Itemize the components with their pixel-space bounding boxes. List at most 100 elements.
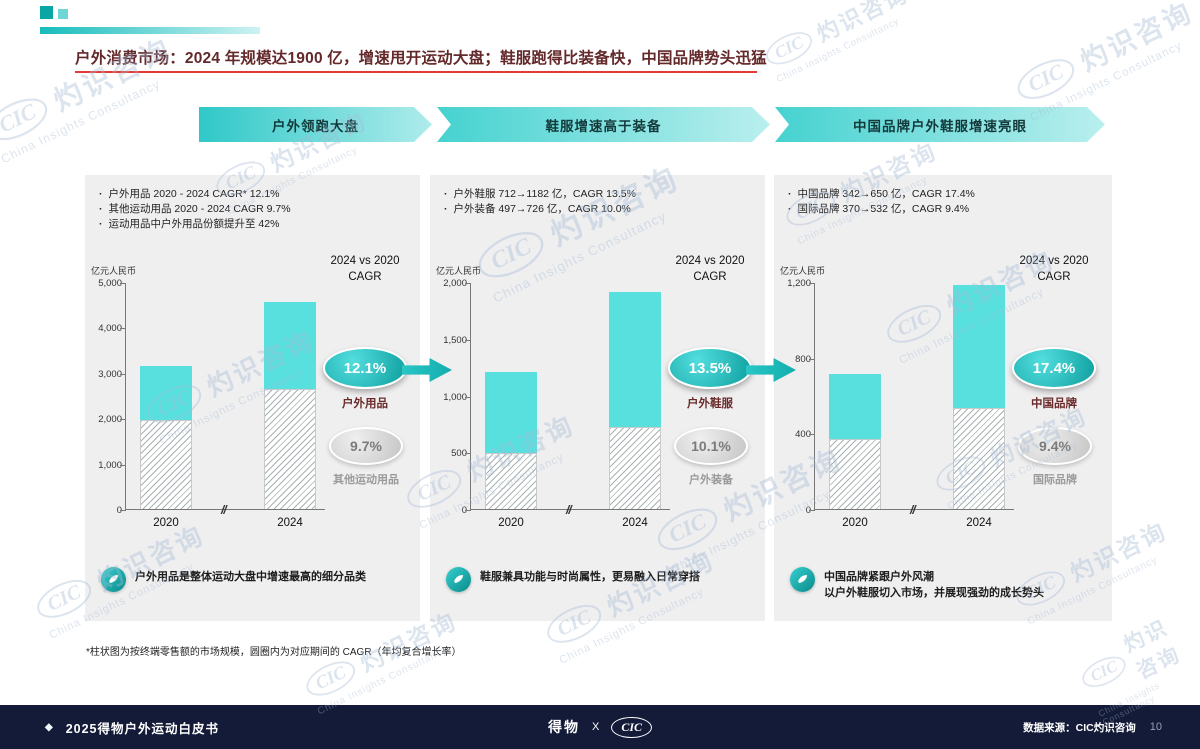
y-axis-tick-label: 2,000 <box>98 414 122 426</box>
y-axis-tick-label: 800 <box>795 353 811 365</box>
panel-note: 中国品牌紧跟户外风潮 以户外鞋服切入市场，并展现强劲的成长势头 <box>790 567 1104 602</box>
bullet-marker: · <box>788 188 792 200</box>
section-banner-3: 中国品牌户外鞋服增速亮眼 <box>775 107 1105 142</box>
note-text: 户外用品是整体运动大盘中增速最高的细分品类 <box>135 571 366 583</box>
brand-separator: X <box>591 721 600 733</box>
diamond-icon: ◆ <box>45 721 54 733</box>
footer-title: ◆ 2025得物户外运动白皮书 <box>45 718 219 737</box>
bar-segment-其他运动用品 <box>264 388 316 509</box>
stacked-bar-2020 <box>485 371 537 509</box>
y-axis-tick-mark <box>465 510 471 511</box>
bullet-text: 户外装备 497→726 亿，CAGR 10.0% <box>453 203 631 215</box>
bullet-item: · 户外用品 2020 - 2024 CAGR* 12.1% <box>99 187 414 202</box>
cagr-header: 2024 vs 2020 CAGR <box>330 255 400 283</box>
leaf-icon <box>101 567 126 592</box>
y-axis-tick-label: 400 <box>795 429 811 441</box>
bar-segment-户外用品 <box>140 366 192 421</box>
cagr-bubble-secondary-label: 国际品牌 <box>1033 474 1077 486</box>
bullet-text: 国际品牌 370→532 亿，CAGR 9.4% <box>797 203 970 215</box>
bar-segment-户外装备 <box>485 452 537 509</box>
axis-break: // <box>221 503 227 517</box>
cagr-bubble-secondary: 10.1% <box>674 427 748 465</box>
bullet-text: 其他运动用品 2020 - 2024 CAGR 9.7% <box>108 203 291 215</box>
bullet-marker: · <box>99 203 103 215</box>
panel-outdoor-vs-market: · 户外用品 2020 - 2024 CAGR* 12.1% · 其他运动用品 20… <box>85 175 420 621</box>
x-axis-label: 2024 <box>622 517 648 529</box>
footer-meta: 数据来源：CIC灼识咨询 10 <box>1023 720 1162 735</box>
y-axis-tick-label: 1,500 <box>443 334 467 346</box>
watermark-cic-logo: CIC <box>0 89 55 149</box>
bullet-item: · 运动用品中户外用品份额提升至 42% <box>99 217 414 232</box>
y-axis-tick-label: 0 <box>425 505 467 516</box>
y-axis-tick-mark <box>120 373 126 375</box>
y-axis-tick-mark <box>120 283 126 284</box>
y-axis-tick-mark <box>120 328 126 330</box>
deco-square-light <box>58 9 68 19</box>
axis-break: // <box>566 503 572 517</box>
bar-segment-户外装备 <box>609 426 661 509</box>
bullet-item: · 中国品牌 342→650 亿，CAGR 17.4% <box>788 187 1106 202</box>
axis-break: // <box>910 503 916 517</box>
bullet-text: 中国品牌 342→650 亿，CAGR 17.4% <box>797 188 975 200</box>
watermark-en-text: China Insights Consultancy <box>0 77 163 167</box>
bullet-list: · 户外用品 2020 - 2024 CAGR* 12.1% · 其他运动用品 20… <box>99 187 414 232</box>
y-axis-tick-label: 1,200 <box>787 278 811 289</box>
footer-title-text: 2025得物户外运动白皮书 <box>65 721 220 736</box>
bullet-text: 户外鞋服 712→1182 亿，CAGR 13.5% <box>453 188 636 200</box>
dewu-logo: 得物 <box>547 719 580 735</box>
bullet-marker: · <box>444 188 448 200</box>
cagr-header: 2024 vs 2020 CAGR <box>675 255 745 283</box>
bar-segment-国际品牌 <box>953 408 1005 509</box>
bullet-text: 运动用品中户外用品份额提升至 42% <box>108 218 280 230</box>
leaf-icon <box>446 567 471 592</box>
stacked-bar-2024 <box>264 302 316 509</box>
section-banner-1: 户外领跑大盘 <box>199 107 432 142</box>
title-underline <box>75 71 757 73</box>
bar-segment-户外用品 <box>264 302 316 389</box>
cagr-bubble-secondary: 9.4% <box>1018 427 1092 465</box>
y-axis-tick-mark <box>809 358 815 360</box>
y-axis-unit-label: 亿元人民币 <box>91 266 137 276</box>
bar-segment-国际品牌 <box>829 439 881 509</box>
panel-china-vs-international: · 中国品牌 342→650 亿，CAGR 17.4% · 国际品牌 370→532… <box>774 175 1112 621</box>
y-axis-tick-mark <box>809 510 815 511</box>
deco-gradient-bar <box>40 27 260 34</box>
y-axis-tick-mark <box>465 453 471 455</box>
y-axis-tick-mark <box>809 283 815 284</box>
bullet-item: · 其他运动用品 2020 - 2024 CAGR 9.7% <box>99 202 414 217</box>
cagr-header: 2024 vs 2020 CAGR <box>1019 255 1089 283</box>
y-axis-tick-mark <box>809 434 815 436</box>
x-axis-label: 2020 <box>842 517 868 529</box>
cagr-bubble-secondary: 9.7% <box>329 427 403 465</box>
y-axis-tick-label: 0 <box>769 505 811 516</box>
panel-note: 户外用品是整体运动大盘中增速最高的细分品类 <box>101 567 412 592</box>
bullet-item: · 国际品牌 370→532 亿，CAGR 9.4% <box>788 202 1106 217</box>
section-banner-2: 鞋服增速高于装备 <box>437 107 770 142</box>
stacked-bar-2020 <box>140 366 192 509</box>
bullet-item: · 户外鞋服 712→1182 亿，CAGR 13.5% <box>444 187 759 202</box>
watermark-cn-text: 灼识咨询 <box>48 31 178 118</box>
y-axis-tick-label: 2,000 <box>443 278 467 289</box>
cagr-bubble-primary-label: 中国品牌 <box>1031 398 1077 410</box>
bar-segment-中国品牌 <box>829 374 881 440</box>
bullet-marker: · <box>99 218 103 230</box>
deco-square-dark <box>40 6 53 19</box>
watermark-cn-text: 灼识咨询 <box>1119 614 1185 684</box>
page-number: 10 <box>1149 721 1162 733</box>
page-title: 户外消费市场：2024 年规模达1900 亿，增速甩开运动大盘；鞋服跑得比装备快… <box>75 50 767 67</box>
cagr-bubble-primary: 17.4% <box>1012 347 1096 389</box>
bullet-text: 户外用品 2020 - 2024 CAGR* 12.1% <box>108 188 280 200</box>
panel-apparel-vs-gear: · 户外鞋服 712→1182 亿，CAGR 13.5% · 户外装备 497→72… <box>430 175 765 621</box>
y-axis-tick-label: 0 <box>80 505 122 516</box>
cic-logo: CIC <box>611 716 653 738</box>
stacked-bar-2020 <box>829 374 881 509</box>
y-axis-tick-mark <box>120 464 126 466</box>
y-axis-unit-label: 亿元人民币 <box>780 266 826 276</box>
bullet-marker: · <box>788 203 792 215</box>
banner-label: 户外领跑大盘 <box>272 118 359 134</box>
x-axis-label: 2024 <box>966 517 992 529</box>
panel-note: 鞋服兼具功能与时尚属性，更易融入日常穿搭 <box>446 567 757 592</box>
